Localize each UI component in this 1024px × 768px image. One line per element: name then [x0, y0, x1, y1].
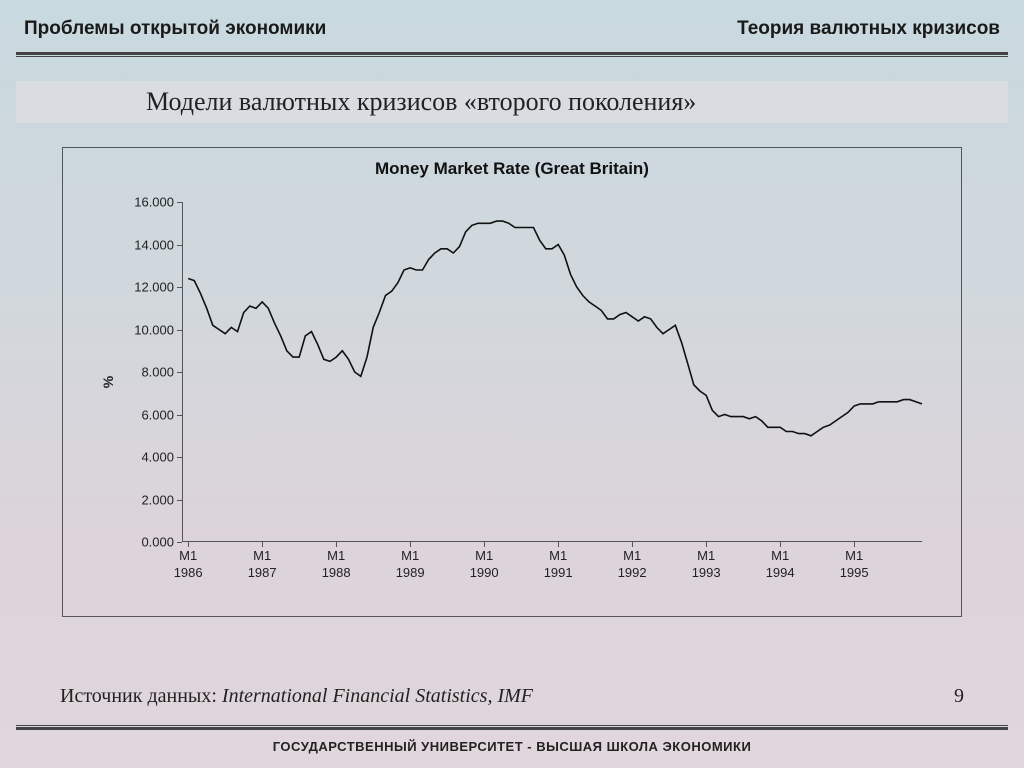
- xtick-label: M11988: [316, 548, 356, 582]
- xtick-label: M11992: [612, 548, 652, 582]
- xtick-label: M11994: [760, 548, 800, 582]
- xtick-label: M11993: [686, 548, 726, 582]
- slide-header: Проблемы открытой экономики Теория валют…: [0, 0, 1024, 46]
- xtick-label: M11989: [390, 548, 430, 582]
- ytick-mark: [177, 202, 182, 203]
- source-value: International Financial Statistics, IMF: [222, 685, 533, 707]
- xtick-label: M11995: [834, 548, 874, 582]
- ytick-mark: [177, 245, 182, 246]
- footer-rule: [16, 725, 1008, 730]
- ytick-label: 6.000: [124, 407, 174, 422]
- ytick-mark: [177, 287, 182, 288]
- slide-subtitle: Модели валютных кризисов «второго поколе…: [16, 81, 1008, 123]
- ytick-label: 8.000: [124, 365, 174, 380]
- ytick-label: 4.000: [124, 450, 174, 465]
- xtick-mark: [484, 542, 485, 547]
- ytick-label: 12.000: [124, 280, 174, 295]
- xtick-mark: [632, 542, 633, 547]
- footer-text: ГОСУДАРСТВЕННЫЙ УНИВЕРСИТЕТ - ВЫСШАЯ ШКО…: [0, 739, 1024, 754]
- xtick-mark: [262, 542, 263, 547]
- ytick-mark: [177, 415, 182, 416]
- ytick-label: 2.000: [124, 492, 174, 507]
- ytick-mark: [177, 372, 182, 373]
- ytick-label: 14.000: [124, 237, 174, 252]
- ytick-label: 16.000: [124, 195, 174, 210]
- header-rule: [16, 52, 1008, 57]
- ytick-mark: [177, 542, 182, 543]
- chart-ylabel: %: [100, 376, 116, 388]
- xtick-mark: [706, 542, 707, 547]
- chart-title: Money Market Rate (Great Britain): [62, 159, 962, 179]
- xtick-mark: [336, 542, 337, 547]
- ytick-mark: [177, 500, 182, 501]
- header-left: Проблемы открытой экономики: [24, 18, 326, 40]
- rate-series-line: [188, 221, 922, 436]
- ytick-mark: [177, 330, 182, 331]
- xtick-mark: [410, 542, 411, 547]
- ytick-mark: [177, 457, 182, 458]
- chart-line: [182, 202, 922, 542]
- ytick-label: 10.000: [124, 322, 174, 337]
- xtick-label: M11987: [242, 548, 282, 582]
- header-right: Теория валютных кризисов: [737, 18, 1000, 40]
- xtick-mark: [780, 542, 781, 547]
- chart-container: Money Market Rate (Great Britain) % 0.00…: [62, 147, 962, 617]
- xtick-mark: [558, 542, 559, 547]
- source-citation: Источник данных: International Financial…: [60, 685, 533, 708]
- xtick-mark: [188, 542, 189, 547]
- ytick-label: 0.000: [124, 535, 174, 550]
- source-label: Источник данных:: [60, 685, 222, 707]
- xtick-label: M11986: [168, 548, 208, 582]
- xtick-mark: [854, 542, 855, 547]
- chart-plot-area: 0.0002.0004.0006.0008.00010.00012.00014.…: [182, 202, 922, 542]
- xtick-label: M11990: [464, 548, 504, 582]
- page-number: 9: [954, 685, 964, 708]
- xtick-label: M11991: [538, 548, 578, 582]
